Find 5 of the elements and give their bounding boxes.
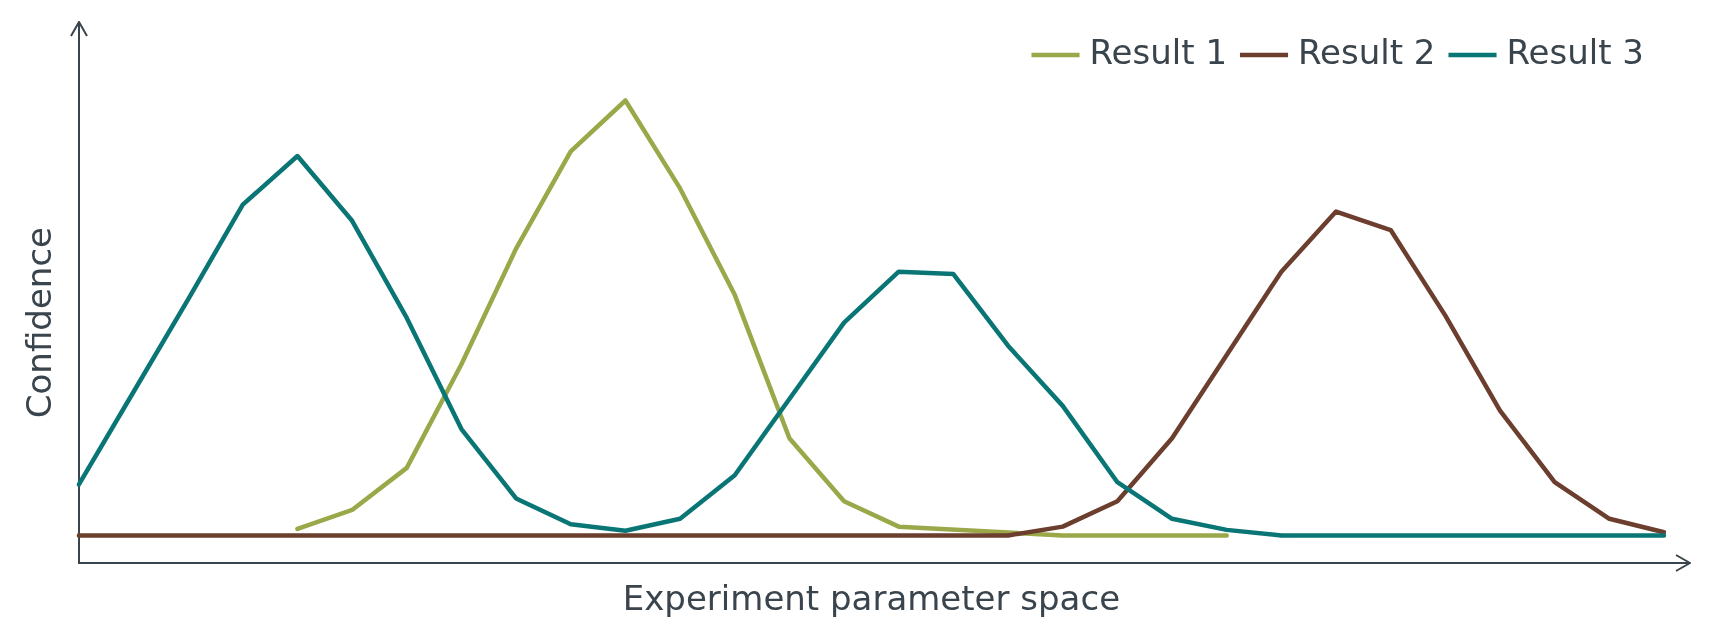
- y-axis-title: Confidence: [19, 227, 60, 419]
- legend-label: Result 2: [1298, 31, 1436, 72]
- legend-label: Result 3: [1506, 31, 1645, 72]
- x-axis-title: Experiment parameter space: [622, 578, 1121, 619]
- legend-label: Result 1: [1089, 31, 1228, 72]
